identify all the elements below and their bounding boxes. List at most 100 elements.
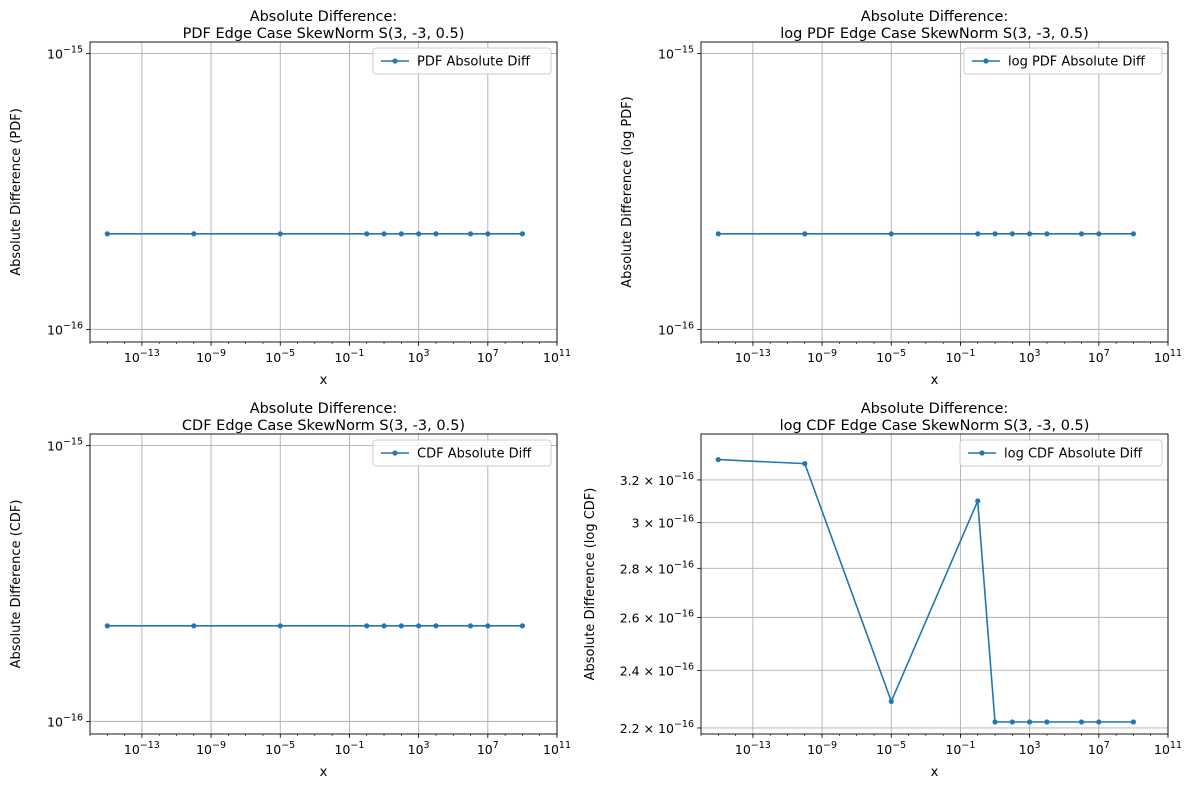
x-tick-label: 10−13 (735, 348, 771, 365)
axes-frame (700, 433, 1169, 735)
data-point (1078, 231, 1085, 237)
x-tick-label: 10−9 (196, 740, 226, 757)
y-tick-label: 3 × 10−16 (632, 514, 694, 531)
x-tick-label: 10−1 (945, 348, 975, 365)
data-point (802, 460, 808, 467)
x-tick-label: 10−13 (124, 348, 160, 365)
legend-label: PDF Absolute Diff (417, 55, 531, 70)
x-tick-label: 1011 (1154, 740, 1182, 757)
data-point (416, 231, 422, 237)
data-point (191, 231, 197, 237)
x-tick-label: 103 (408, 740, 430, 757)
x-tick-label: 10−5 (876, 740, 906, 757)
x-tick-label: 10−1 (334, 348, 364, 365)
x-tick-label: 103 (1019, 740, 1041, 757)
subplot-3: 10−13 10−9 10−5 10−1 103 107 1011 10−16 10−15 Abs… (9, 401, 571, 780)
subplot-4: 10−13 10−9 10−5 10−1 103 107 1011 2.2 × 10−16 2.… (583, 401, 1182, 780)
x-tick-label: 107 (1088, 740, 1110, 757)
chart-title-line: Absolute Difference: (861, 401, 1009, 417)
data-point (467, 231, 474, 237)
data-point (433, 231, 439, 237)
data-point (485, 231, 491, 237)
x-tick-label: 107 (1088, 348, 1110, 365)
chart-title-line: Absolute Difference: (861, 9, 1009, 25)
data-point (1130, 231, 1137, 237)
data-point (104, 623, 110, 629)
series-line (718, 458, 1134, 723)
x-tick-label: 1011 (1154, 348, 1182, 365)
x-axis-label: x (320, 373, 328, 388)
y-tick-label: 2.6 × 10−16 (620, 608, 694, 625)
data-point (277, 623, 283, 629)
x-tick-label: 10−9 (807, 348, 837, 365)
x-tick-label: 10−1 (945, 740, 975, 757)
x-tick-label: 10−5 (265, 740, 295, 757)
y-tick-label: 10−15 (47, 44, 83, 61)
legend-marker (979, 450, 985, 456)
legend-marker (392, 450, 398, 456)
y-axis-label: Absolute Difference (log CDF) (583, 488, 598, 681)
data-point (1096, 719, 1102, 725)
data-point (416, 623, 422, 629)
legend-marker (392, 58, 398, 64)
x-tick-label: 10−5 (876, 348, 906, 365)
data-point (1009, 719, 1015, 725)
data-point (381, 623, 387, 629)
data-point (398, 623, 404, 629)
chart-title-line: Absolute Difference: (250, 401, 398, 417)
legend-marker (983, 58, 989, 64)
chart-title-line: PDF Edge Case SkewNorm S(3, -3, 0.5) (183, 26, 465, 42)
y-tick-label: 2.8 × 10−16 (620, 559, 694, 576)
data-point (1044, 719, 1050, 725)
data-point (1009, 231, 1015, 237)
data-point (1027, 231, 1033, 237)
data-point (715, 456, 721, 463)
y-axis-label: Absolute Difference (CDF) (9, 500, 24, 669)
chart-title-line: CDF Edge Case SkewNorm S(3, -3, 0.5) (182, 418, 465, 434)
chart-title-line: log PDF Edge Case SkewNorm S(3, -3, 0.5) (780, 26, 1089, 42)
data-point (992, 231, 998, 237)
data-point (992, 719, 998, 725)
data-point (888, 698, 894, 705)
data-point (381, 231, 387, 237)
data-point (975, 498, 981, 504)
data-point (398, 231, 404, 237)
y-tick-label: 10−16 (47, 712, 83, 729)
x-tick-label: 103 (408, 348, 430, 365)
x-tick-label: 1011 (543, 348, 571, 365)
axes-frame (89, 433, 558, 735)
subplot-1: 10−13 10−9 10−5 10−1 103 107 1011 10−16 10−15 Abs… (9, 9, 571, 388)
data-point (433, 623, 439, 629)
y-tick-label: 10−16 (658, 320, 694, 337)
legend-box (959, 439, 1163, 467)
x-tick-label: 10−1 (334, 740, 364, 757)
legend-label: log PDF Absolute Diff (1008, 55, 1146, 70)
x-axis-label: x (931, 373, 939, 388)
x-tick-label: 107 (477, 348, 499, 365)
y-tick-label: 3.2 × 10−16 (620, 471, 694, 488)
legend-box (372, 439, 552, 467)
data-point (802, 231, 808, 237)
legend-box (963, 47, 1163, 75)
chart-title-line: Absolute Difference: (250, 9, 398, 25)
y-axis-label: Absolute Difference (PDF) (9, 108, 24, 276)
y-tick-label: 10−15 (47, 436, 83, 453)
x-axis-label: x (320, 765, 328, 780)
data-point (888, 231, 894, 237)
x-tick-label: 10−13 (124, 740, 160, 757)
axes-frame (89, 41, 558, 343)
data-point (191, 623, 197, 629)
x-tick-label: 10−9 (196, 348, 226, 365)
data-point (1027, 719, 1033, 725)
data-point (104, 231, 110, 237)
legend-label: CDF Absolute Diff (417, 447, 532, 462)
y-tick-label: 10−15 (658, 44, 694, 61)
y-tick-label: 10−16 (47, 320, 83, 337)
data-point (364, 623, 370, 629)
axes-frame (700, 41, 1169, 343)
data-point (519, 623, 526, 629)
x-tick-label: 107 (477, 740, 499, 757)
x-tick-label: 10−9 (807, 740, 837, 757)
legend-label: log CDF Absolute Diff (1004, 447, 1143, 462)
x-tick-label: 1011 (543, 740, 571, 757)
